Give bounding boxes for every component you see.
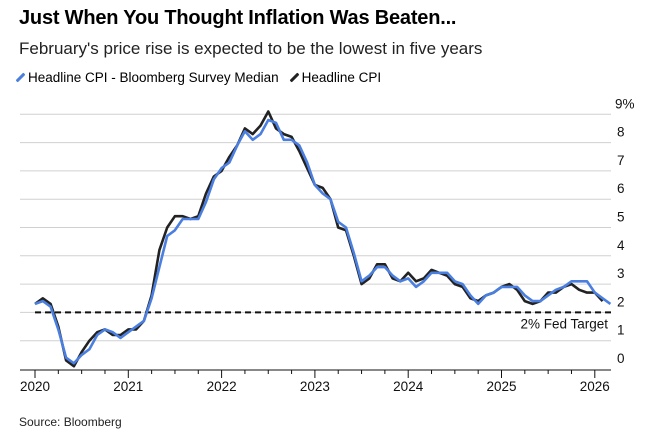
y-tick-label: 1 [617, 323, 625, 338]
legend: Headline CPI - Bloomberg Survey Median H… [15, 70, 382, 85]
x-tick-label: 2020 [20, 379, 50, 394]
x-tick-label: 2023 [300, 379, 330, 394]
legend-item-survey: Headline CPI - Bloomberg Survey Median [15, 70, 279, 85]
legend-item-actual: Headline CPI [289, 70, 382, 85]
series-line-headline-cpi [34, 110, 604, 368]
x-tick-label: 2026 [580, 379, 610, 394]
x-tick-label: 2022 [207, 379, 237, 394]
chart-title: Just When You Thought Inflation Was Beat… [19, 7, 457, 29]
fed-target-label: 2% Fed Target [520, 316, 608, 331]
legend-label-actual: Headline CPI [301, 70, 382, 85]
source-note: Source: Bloomberg [19, 415, 122, 429]
chart-subtitle: February's price rise is expected to be … [19, 39, 483, 58]
y-tick-label: 2 [617, 294, 625, 309]
x-tick-label: 2025 [486, 379, 516, 394]
legend-label-survey: Headline CPI - Bloomberg Survey Median [28, 70, 279, 85]
y-tick-label: 9% [615, 96, 635, 111]
y-tick-label: 7 [617, 153, 625, 168]
x-tick-label: 2024 [393, 379, 424, 394]
y-tick-label: 6 [617, 181, 625, 196]
y-tick-label: 4 [617, 238, 625, 253]
y-tick-label: 5 [617, 210, 625, 225]
y-tick-label: 8 [617, 125, 625, 140]
y-tick-label: 3 [617, 266, 625, 281]
series-line-survey-median [34, 118, 612, 365]
y-tick-label: 0 [617, 351, 625, 366]
x-tick-label: 2021 [113, 379, 143, 394]
